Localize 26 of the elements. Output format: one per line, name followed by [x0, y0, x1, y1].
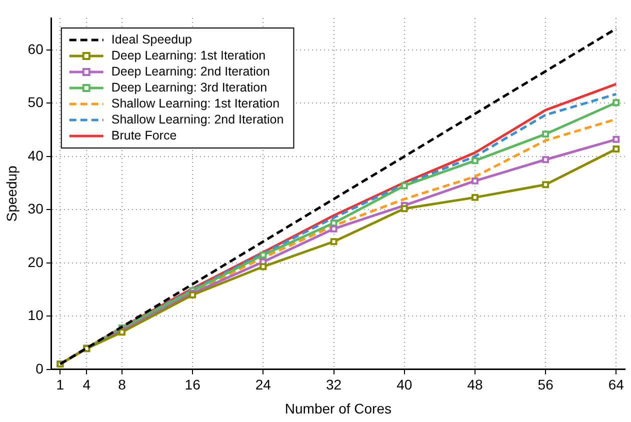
legend-label: Shallow Learning: 2nd Iteration — [111, 112, 284, 126]
y-tick-label: 60 — [28, 40, 44, 57]
x-tick-label: 64 — [608, 376, 624, 393]
legend-label: Brute Force — [111, 128, 177, 142]
legend-label: Shallow Learning: 1st Iteration — [111, 96, 280, 110]
x-tick-label: 48 — [467, 376, 483, 393]
legend-label: Deep Learning: 3rd Iteration — [111, 80, 268, 94]
x-tick-label: 32 — [326, 376, 342, 393]
legend-label: Ideal Speedup — [111, 32, 192, 46]
x-tick-label: 16 — [184, 376, 201, 393]
y-tick-label: 0 — [36, 360, 44, 376]
y-tick-label: 40 — [28, 147, 44, 164]
x-tick-label: 40 — [396, 376, 412, 393]
x-axis-title: Number of Cores — [284, 400, 392, 416]
legend-label: Deep Learning: 1st Iteration — [111, 48, 266, 62]
x-tick-label: 8 — [118, 376, 126, 393]
y-axis-title: Speedup — [3, 165, 20, 222]
legend-label: Deep Learning: 2nd Iteration — [111, 64, 270, 78]
y-tick-label: 10 — [28, 307, 44, 324]
x-tick-label: 4 — [82, 376, 91, 393]
x-tick-label: 56 — [538, 376, 554, 393]
x-tick-label: 24 — [255, 376, 272, 393]
y-tick-label: 20 — [28, 254, 44, 270]
y-tick-label: 30 — [28, 200, 44, 217]
x-tick-label: 1 — [56, 376, 64, 393]
y-tick-label: 50 — [28, 94, 44, 110]
